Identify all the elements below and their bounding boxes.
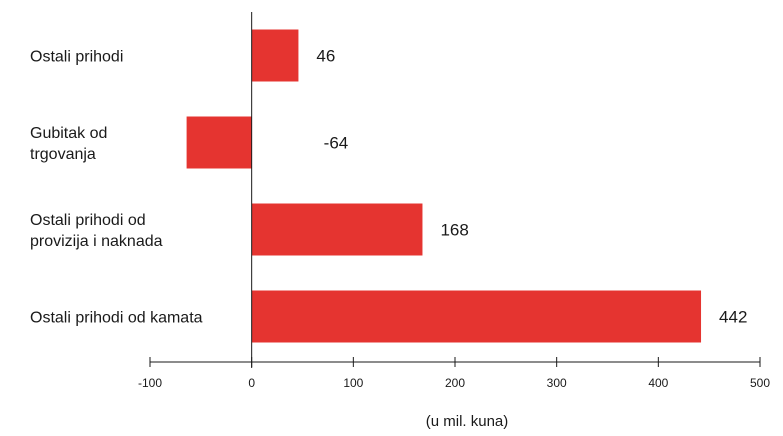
value-label: 442 xyxy=(719,308,747,327)
category-label: Gubitak od trgovanja xyxy=(30,125,107,163)
bar xyxy=(186,116,252,169)
bar xyxy=(251,203,423,256)
category-label: Ostali prihodi xyxy=(30,49,123,66)
category-label: Ostali prihodi od provizija i naknada xyxy=(30,212,163,250)
value-label: 46 xyxy=(316,47,335,66)
value-label: 168 xyxy=(440,221,468,240)
x-tick-label: -100 xyxy=(138,376,162,390)
x-tick-label: 0 xyxy=(248,376,255,390)
x-tick-label: 500 xyxy=(750,376,770,390)
bars-group xyxy=(186,29,702,343)
x-axis-ticks: -100 0 100 200 300 400 500 xyxy=(138,357,770,390)
bar xyxy=(251,290,702,343)
x-tick-label: 200 xyxy=(445,376,465,390)
value-label: -64 xyxy=(324,134,349,153)
x-tick-label: 400 xyxy=(648,376,668,390)
category-labels: Ostali prihodi Gubitak od trgovanja Ostali … xyxy=(30,49,203,327)
x-axis-title: (u mil. kuna) xyxy=(426,413,509,430)
x-tick-label: 100 xyxy=(343,376,363,390)
category-label: Ostali prihodi od kamata xyxy=(30,310,203,327)
x-tick-label: 300 xyxy=(547,376,567,390)
value-labels: 46 -64 168 442 xyxy=(316,47,747,327)
bar xyxy=(251,29,299,82)
